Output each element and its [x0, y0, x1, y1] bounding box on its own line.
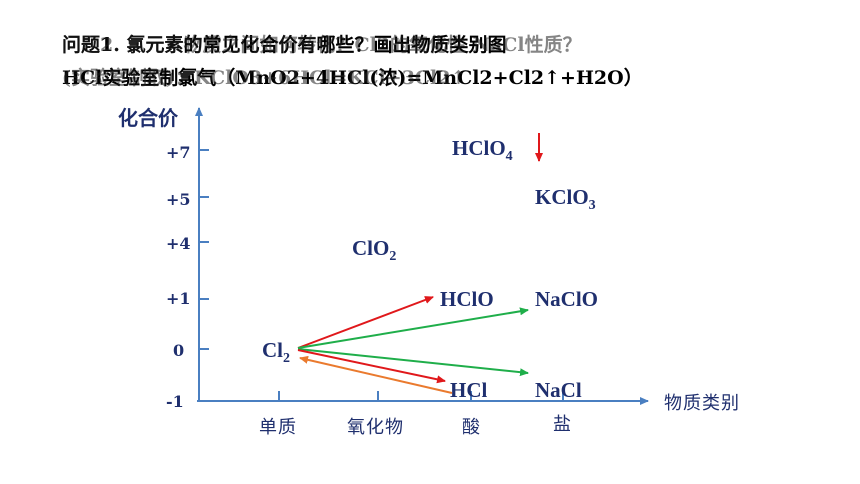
arrow-hcl-to-cl2: [299, 355, 453, 394]
y-tick-label: +1: [166, 289, 191, 308]
question-line1: 问题1. 氯元素的常见化合价有哪些？画出物质类别图: [62, 30, 506, 57]
y-tick-label: +5: [166, 190, 191, 209]
y-tick-label: +4: [166, 234, 191, 253]
species-nacl: NaCl: [535, 378, 582, 402]
arrow-cl2-to-hclo: [297, 296, 434, 349]
question-line2-overlay-text: (实验室制取)：KClO3+6HCl=KCl+3Cl2↑: [62, 67, 467, 89]
species-cl2: Cl2: [262, 338, 290, 366]
question-line2: HCl实验室制氯气（MnO2+4HCl(浓)=MnCl2+Cl2↑+H2O）: [62, 63, 643, 90]
y-tick-marks: [199, 149, 209, 350]
species-hclo: HClO: [440, 287, 494, 311]
question-line1-overlay: 问题2. 氯元素物质之间如何转化？Cl2的氧化性 NaCl性质？: [62, 30, 582, 57]
arrow-cl2-to-nacl: [297, 348, 529, 377]
question-line1-main: 问题1. 氯元素的常见化合价有哪些？画出物质类别图: [62, 34, 507, 56]
x-category-label: 盐: [553, 414, 572, 435]
species-kclo3: KClO3: [535, 185, 596, 213]
x-axis-label: 物质类别: [664, 393, 740, 414]
y-tick-label: 0: [173, 341, 184, 360]
x-category-label: 酸: [462, 417, 481, 438]
y-tick-label: -1: [166, 392, 184, 411]
question-line1-overlay-text: 问题2. 氯元素物质之间如何转化？Cl2的氧化性 NaCl性质？: [62, 34, 582, 56]
species-clo2: ClO2: [352, 236, 396, 264]
arrow-cl2-to-hcl: [297, 349, 446, 384]
y-tick-label: +7: [166, 143, 191, 162]
question-line2-overlay: (实验室制取)：KClO3+6HCl=KCl+3Cl2↑: [62, 63, 466, 90]
x-tick-marks: [278, 391, 564, 401]
arrow-cl2-to-naclo: [297, 307, 529, 349]
x-category-label: 单质: [259, 417, 297, 438]
species-hcl: HCl: [450, 378, 488, 402]
question-line2-main: HCl实验室制氯气（MnO2+4HCl(浓)=MnCl2+Cl2↑+H2O）: [62, 67, 643, 89]
x-category-label: 氧化物: [347, 417, 404, 438]
y-axis-label: 化合价: [118, 106, 179, 130]
species-hclo4: HClO4: [452, 136, 513, 164]
species-naclo: NaClO: [535, 287, 598, 311]
